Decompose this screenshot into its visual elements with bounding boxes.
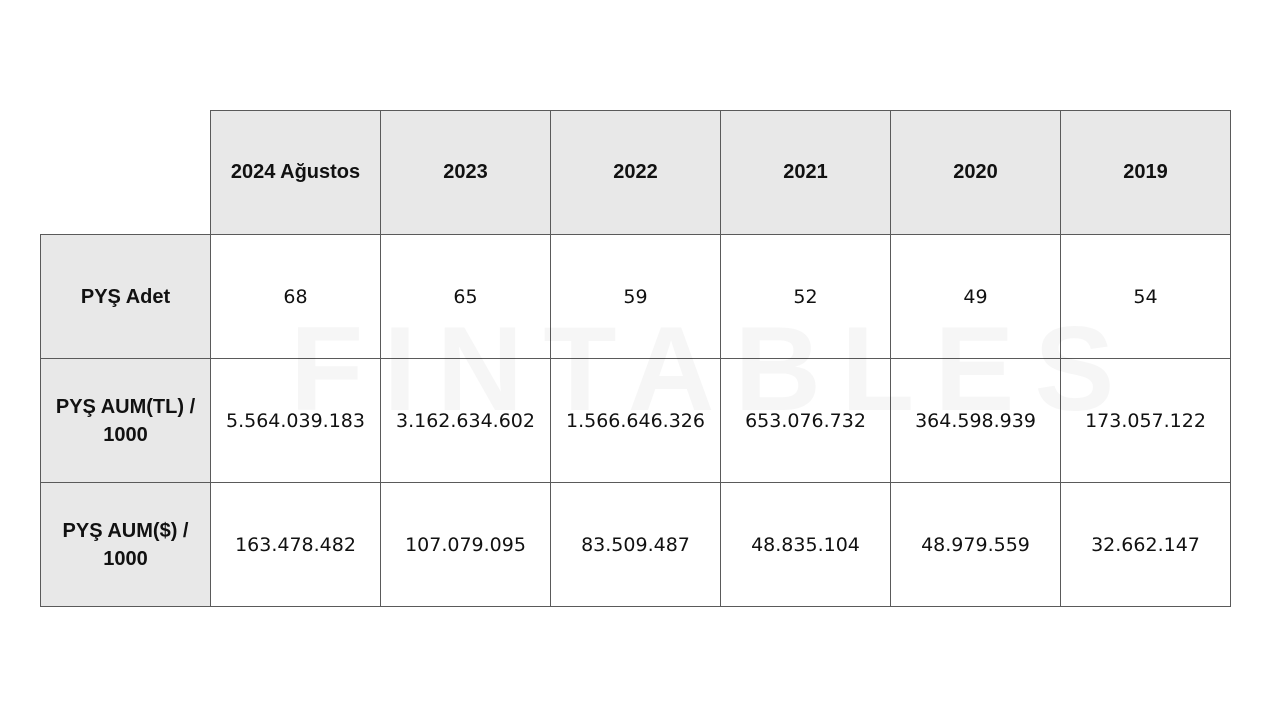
table-cell: 5.564.039.183 [210, 358, 381, 483]
row-header: PYŞ Adet [40, 234, 211, 359]
table-cell: 364.598.939 [890, 358, 1061, 483]
row-header: PYŞ AUM(TL) / 1000 [40, 358, 211, 483]
table-cell: 83.509.487 [550, 482, 721, 607]
table-cell: 163.478.482 [210, 482, 381, 607]
table-cell: 48.835.104 [720, 482, 891, 607]
data-table: 2024 Ağustos 2023 2022 2021 2020 2019 PY… [40, 110, 1231, 607]
table-row: PYŞ AUM($) / 1000 163.478.482 107.079.09… [40, 482, 1231, 607]
table-cell: 49 [890, 234, 1061, 359]
table-cell: 32.662.147 [1060, 482, 1231, 607]
table-cell: 59 [550, 234, 721, 359]
table-cell: 52 [720, 234, 891, 359]
table-cell: 173.057.122 [1060, 358, 1231, 483]
table-row: PYŞ Adet 68 65 59 52 49 54 [40, 234, 1231, 359]
table-cell: 48.979.559 [890, 482, 1061, 607]
table-cell: 68 [210, 234, 381, 359]
table-cell: 107.079.095 [380, 482, 551, 607]
table-row: PYŞ AUM(TL) / 1000 5.564.039.183 3.162.6… [40, 358, 1231, 483]
table-cell: 54 [1060, 234, 1231, 359]
table-cell: 65 [380, 234, 551, 359]
table-cell: 653.076.732 [720, 358, 891, 483]
column-header: 2022 [550, 110, 721, 235]
row-header: PYŞ AUM($) / 1000 [40, 482, 211, 607]
header-row: 2024 Ağustos 2023 2022 2021 2020 2019 [40, 110, 1231, 235]
column-header: 2023 [380, 110, 551, 235]
column-header: 2024 Ağustos [210, 110, 381, 235]
table-cell: 3.162.634.602 [380, 358, 551, 483]
column-header: 2020 [890, 110, 1061, 235]
column-header: 2019 [1060, 110, 1231, 235]
corner-cell [40, 110, 211, 235]
table-cell: 1.566.646.326 [550, 358, 721, 483]
column-header: 2021 [720, 110, 891, 235]
